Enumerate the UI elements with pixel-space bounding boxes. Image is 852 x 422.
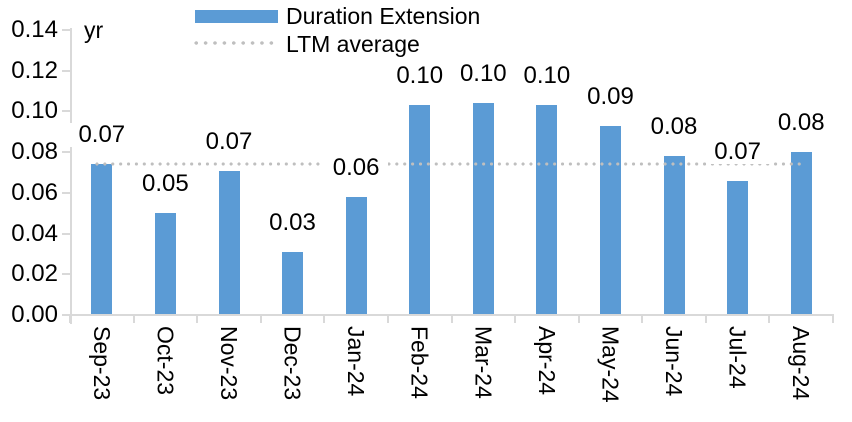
- bar-value-label: 0.10: [514, 64, 579, 89]
- x-axis-label-sep-23: Sep-23: [88, 326, 115, 401]
- x-axis-tick: [514, 314, 517, 323]
- x-axis-tick: [259, 314, 262, 323]
- y-axis-tick-label: 0.08: [11, 138, 58, 166]
- bar-value-label: 0.10: [451, 62, 516, 87]
- bar-value-label: 0.07: [197, 129, 261, 154]
- x-axis-line: [63, 314, 833, 316]
- x-axis-label-may-24: May-24: [597, 326, 624, 403]
- y-axis-tick-label: 0.12: [11, 56, 58, 84]
- bar-value-label: 0.03: [260, 210, 325, 235]
- x-axis-tick: [196, 314, 199, 323]
- bar-sep-23: [91, 164, 113, 316]
- x-axis-tick: [450, 314, 453, 323]
- x-axis-label-feb-24: Feb-24: [406, 326, 433, 399]
- x-axis-label-dec-23: Dec-23: [279, 326, 306, 401]
- bar-value-label: 0.05: [133, 172, 198, 197]
- x-axis-label-aug-24: Aug-24: [788, 326, 815, 401]
- y-axis-line: [70, 28, 72, 324]
- legend-label-ltm-average: LTM average: [286, 31, 420, 57]
- x-axis-tick: [386, 314, 389, 323]
- legend-label-duration-extension: Duration Extension: [286, 3, 481, 29]
- bar-jan-24: [345, 196, 367, 316]
- bar-value-label: 0.08: [769, 111, 834, 136]
- legend-dotted-line-swatch: [194, 41, 279, 45]
- y-axis-tick: [62, 69, 71, 72]
- y-axis-tick: [62, 273, 71, 276]
- x-axis-label-apr-24: Apr-24: [533, 326, 560, 396]
- x-axis-label-nov-23: Nov-23: [216, 326, 242, 401]
- x-axis-label-jun-24: Jun-24: [661, 326, 687, 397]
- x-axis-label-mar-24: Mar-24: [470, 326, 497, 399]
- bar-may-24: [600, 125, 621, 316]
- bar-mar-24: [472, 103, 494, 316]
- x-axis-tick: [832, 314, 834, 323]
- x-axis-tick: [768, 314, 771, 323]
- x-axis-label-jan-24: Jan-24: [343, 326, 370, 397]
- bar-value-label: 0.09: [578, 84, 643, 109]
- y-axis-tick: [62, 232, 71, 235]
- x-axis-tick: [69, 314, 71, 323]
- x-axis-tick: [132, 314, 135, 323]
- y-axis-tick: [62, 191, 71, 194]
- y-axis-tick-label: 0.00: [11, 301, 58, 328]
- bar-dec-23: [282, 251, 303, 316]
- bar-jun-24: [663, 156, 685, 316]
- y-axis-tick-label: 0.02: [11, 260, 58, 288]
- y-axis-tick: [62, 110, 71, 113]
- x-axis-label-oct-23: Oct-23: [152, 326, 179, 396]
- y-axis-tick-label: 0.14: [11, 16, 58, 43]
- ltm-average-line: [95, 162, 802, 167]
- y-axis-tick: [62, 151, 71, 154]
- bar-apr-24: [536, 105, 558, 316]
- bar-value-label: 0.08: [642, 115, 706, 140]
- bar-value-label: 0.06: [324, 155, 389, 180]
- y-axis-tick-label: 0.04: [11, 219, 58, 247]
- x-axis-tick: [641, 314, 644, 323]
- x-axis-tick: [323, 314, 326, 323]
- bar-feb-24: [409, 105, 431, 316]
- bar-value-label: 0.07: [69, 123, 134, 148]
- x-axis-label-jul-24: Jul-24: [724, 326, 751, 389]
- x-axis-tick: [577, 314, 580, 323]
- bar-aug-24: [790, 152, 812, 316]
- bar-jul-24: [727, 180, 749, 316]
- y-axis-tick-label: 0.10: [11, 97, 58, 125]
- bar-nov-23: [218, 170, 240, 316]
- y-axis-tick: [62, 29, 71, 31]
- x-axis-tick: [704, 314, 707, 323]
- legend-bar-swatch: [195, 10, 278, 23]
- bar-value-label: 0.10: [387, 64, 452, 89]
- bar-value-label: 0.07: [705, 139, 770, 164]
- y-axis-unit-label: yr: [84, 17, 104, 43]
- bar-oct-23: [154, 213, 176, 316]
- y-axis-tick-label: 0.06: [11, 178, 58, 206]
